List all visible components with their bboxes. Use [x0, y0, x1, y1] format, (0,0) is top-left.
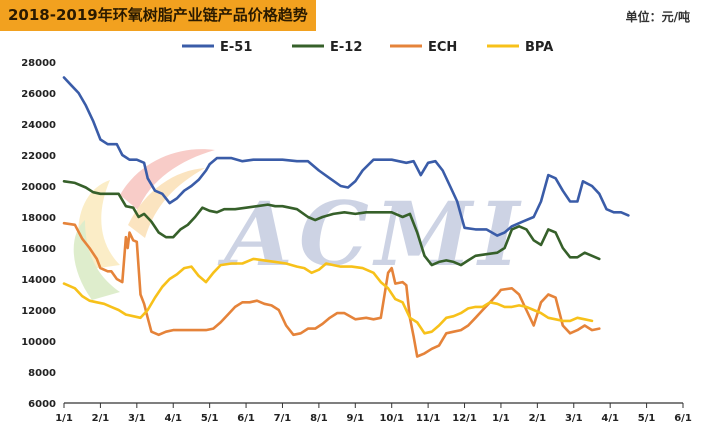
y-tick-label: 14000: [21, 275, 56, 286]
x-tick-label: 2/1: [529, 413, 547, 424]
x-tick-label: 12/1: [452, 413, 477, 424]
series-line-ech: [62, 221, 601, 358]
y-tick-label: 24000: [21, 120, 56, 131]
x-tick-label: 9/1: [347, 413, 365, 424]
y-tick-label: 8000: [28, 368, 56, 379]
x-tick-label: 3/1: [565, 413, 583, 424]
unit-label: 单位：元/吨: [625, 10, 690, 24]
y-tick-label: 18000: [21, 213, 56, 224]
x-tick-label: 7/1: [274, 413, 292, 424]
watermark-text: ACMI: [218, 182, 526, 286]
y-tick-label: 6000: [28, 399, 56, 410]
y-tick-label: 16000: [21, 244, 56, 255]
legend-label: ECH: [428, 40, 457, 55]
x-tick-label: 5/1: [638, 413, 656, 424]
x-tick-label: 6/1: [237, 413, 255, 424]
x-tick-label: 1/1: [492, 413, 510, 424]
x-tick-label: 4/1: [601, 413, 619, 424]
x-tick-label: 1/1: [55, 413, 73, 424]
watermark-graphic: [73, 149, 215, 300]
axes: 6000 8000 10000 12000 14000 16000 18000 20000 22…: [21, 58, 692, 424]
y-tick-label: 28000: [21, 58, 56, 69]
series-line-bpa: [62, 257, 594, 335]
x-tick-label: 4/1: [164, 413, 182, 424]
x-tick-label: 11/1: [416, 413, 441, 424]
legend-label: E-51: [220, 40, 252, 55]
x-tick-label: 6/1: [674, 413, 692, 424]
y-tick-label: 20000: [21, 182, 56, 193]
y-tick-label: 12000: [21, 306, 56, 317]
x-tick-label: 10/1: [379, 413, 404, 424]
y-tick-label: 26000: [21, 89, 56, 100]
series-line-e-51: [62, 76, 630, 237]
x-tick-label: 5/1: [201, 413, 219, 424]
x-tick-label: 8/1: [310, 413, 328, 424]
legend: E-51 E-12 ECH BPA: [182, 40, 553, 55]
chart-title: 2018-2019年环氧树脂产业链产品价格趋势: [0, 0, 316, 31]
y-tick-label: 22000: [21, 151, 56, 162]
y-tick-label: 10000: [21, 337, 56, 348]
series-layer: [62, 76, 630, 358]
legend-label: BPA: [525, 40, 553, 55]
x-tick-label: 3/1: [128, 413, 146, 424]
x-tick-label: 2/1: [92, 413, 110, 424]
legend-label: E-12: [330, 40, 362, 55]
series-line-e-12: [62, 180, 601, 267]
